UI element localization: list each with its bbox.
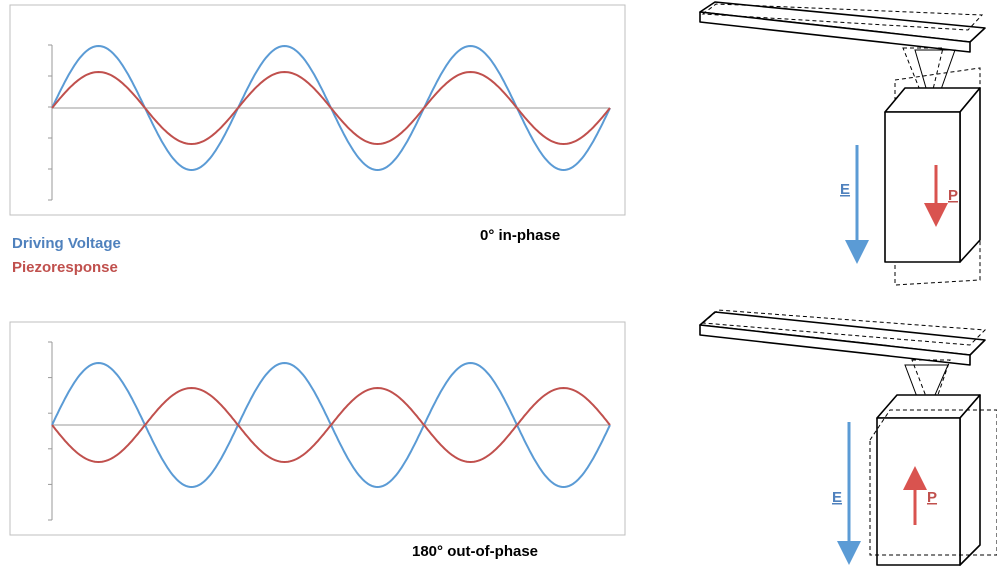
legend-piezoresponse: Piezoresponse	[12, 259, 118, 276]
piezoresponse-curve	[51, 386, 611, 464]
chart-frame	[9, 4, 626, 216]
charts	[9, 4, 626, 536]
panel-caption: 0° in-phase	[480, 227, 560, 244]
field-label: E	[832, 489, 842, 506]
cantilever-sample	[699, 1, 986, 286]
legend-driving-voltage: Driving Voltage	[12, 235, 121, 252]
panel-caption: 180° out-of-phase	[412, 543, 538, 560]
piezoresponse-curve	[51, 70, 611, 146]
polarization-label: P	[948, 187, 958, 204]
polarization-label: P	[927, 489, 937, 506]
chart-frame	[9, 321, 626, 536]
field-label: E	[840, 181, 850, 198]
cantilever-sample	[699, 309, 997, 566]
